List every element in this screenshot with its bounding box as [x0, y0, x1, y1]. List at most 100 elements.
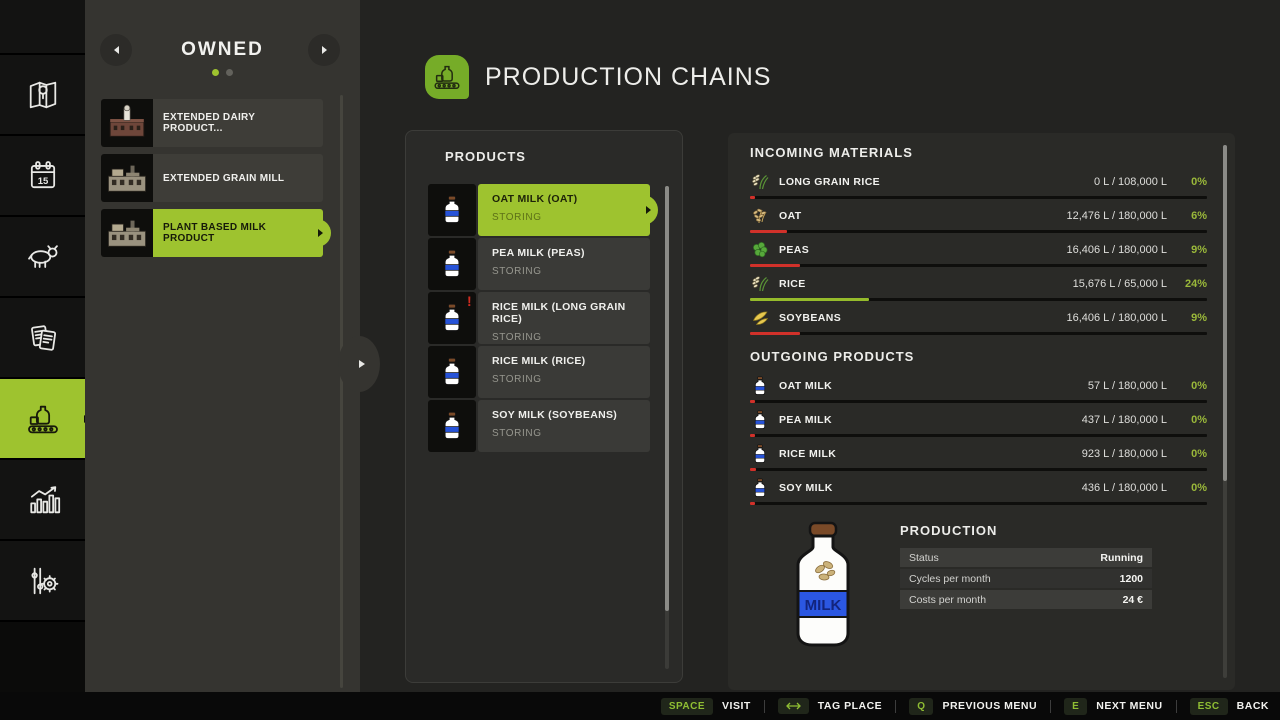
- fill-level-percent: 0%: [1191, 448, 1207, 460]
- material-name: RICE MILK: [779, 448, 837, 460]
- fill-level-percent: 9%: [1191, 244, 1207, 256]
- product-item[interactable]: ! RICE MILK (LONG GRAIN RICE) STORING: [428, 292, 650, 344]
- fill-level-bar: [750, 400, 1207, 403]
- outgoing-product-row: SOY MILK 436 L / 180,000 L 0%: [750, 478, 1207, 505]
- fill-level-value: 16,406 L / 180,000 L: [1066, 312, 1167, 324]
- key-hint-visit[interactable]: SPACE VISIT: [660, 697, 751, 715]
- sidebar-item-statistics[interactable]: [0, 460, 85, 541]
- info-label: Cycles per month: [909, 572, 991, 585]
- peas-icon: [750, 240, 770, 260]
- product-item[interactable]: RICE MILK (RICE) STORING: [428, 346, 650, 398]
- production-detail-panel: INCOMING MATERIALS LONG GRAIN RICE 0 L / …: [728, 133, 1235, 690]
- key-badge: ESC: [1189, 697, 1228, 715]
- sidebar-item-calendar[interactable]: 15: [0, 136, 85, 217]
- owned-item[interactable]: EXTENDED GRAIN MILL: [101, 154, 323, 202]
- info-value: 1200: [1119, 572, 1143, 585]
- outgoing-product-row: RICE MILK 923 L / 180,000 L 0%: [750, 444, 1207, 471]
- fill-level-percent: 0%: [1191, 414, 1207, 426]
- page-header: PRODUCTION CHAINS: [425, 55, 771, 99]
- production-chains-icon: [425, 55, 469, 99]
- key-label: Q: [917, 700, 926, 712]
- sidebar-item-contracts[interactable]: [0, 298, 85, 379]
- fill-level-value: 437 L / 180,000 L: [1081, 414, 1167, 426]
- owned-item[interactable]: EXTENDED DAIRY PRODUCT...: [101, 99, 323, 147]
- panel-expand-handle[interactable]: [338, 336, 380, 392]
- fill-level-percent: 0%: [1191, 380, 1207, 392]
- product-name: RICE MILK (RICE): [492, 355, 586, 367]
- map-icon: [29, 81, 56, 108]
- material-name: LONG GRAIN RICE: [779, 176, 881, 188]
- rice-icon: [750, 274, 770, 294]
- action-label: TAG PLACE: [817, 700, 883, 712]
- fill-level-bar: [750, 502, 1207, 505]
- products-panel: PRODUCTS OAT MILK (OAT) STORING PEA MILK (…: [405, 130, 683, 683]
- milk-icon: [750, 444, 770, 464]
- action-label: PREVIOUS MENU: [942, 700, 1038, 712]
- fill-level-bar: [750, 332, 1207, 335]
- milk-bottle-image: MILK: [790, 521, 856, 652]
- main-menu-sidebar: 15: [0, 0, 93, 692]
- owned-item[interactable]: PLANT BASED MILK PRODUCT: [101, 209, 323, 257]
- fill-level-bar: [750, 264, 1207, 267]
- key-hint-next-menu[interactable]: E NEXT MENU: [1064, 697, 1163, 715]
- info-value: 24 €: [1122, 593, 1143, 606]
- rice-icon: [750, 172, 770, 192]
- incoming-material-row: PEAS 16,406 L / 180,000 L 9%: [750, 240, 1207, 267]
- milk-bottle-thumbnail: [428, 292, 476, 344]
- building-thumbnail: [101, 209, 153, 257]
- key-hint-previous-menu[interactable]: Q PREVIOUS MENU: [909, 697, 1038, 715]
- key-label: E: [1072, 700, 1080, 712]
- selected-arrow-icon: [318, 229, 323, 237]
- owned-prev-page-button[interactable]: [100, 34, 132, 66]
- owned-page-dot-2[interactable]: [226, 69, 233, 76]
- fill-level-value: 436 L / 180,000 L: [1081, 482, 1167, 494]
- fill-level-percent: 24%: [1184, 278, 1207, 290]
- owned-panel-scrollbar[interactable]: [340, 95, 343, 688]
- owned-panel: OWNED EXTENDED DAIRY PRODUCT... EXTENDED …: [85, 0, 360, 692]
- production-title: PRODUCTION: [900, 523, 998, 538]
- key-badge: Q: [909, 697, 934, 715]
- fill-level-value: 923 L / 180,000 L: [1081, 448, 1167, 460]
- production-info-row: Status Running: [900, 548, 1152, 567]
- info-value: Running: [1100, 551, 1143, 564]
- info-label: Costs per month: [909, 593, 987, 606]
- sidebar-item-animals[interactable]: [0, 217, 85, 298]
- owned-page-dot-1[interactable]: [212, 69, 219, 76]
- production-icon: [434, 65, 460, 90]
- fill-level-percent: 0%: [1191, 482, 1207, 494]
- cow-icon: [27, 244, 58, 268]
- chevron-left-icon: [113, 46, 119, 54]
- fill-level-value: 57 L / 180,000 L: [1087, 380, 1167, 392]
- chevron-right-icon: [359, 360, 365, 368]
- owned-next-page-button[interactable]: [308, 34, 340, 66]
- material-name: SOY MILK: [779, 482, 833, 494]
- product-item[interactable]: OAT MILK (OAT) STORING: [428, 184, 651, 236]
- sidebar-item-production[interactable]: [0, 379, 93, 460]
- selected-arrow-icon: [646, 206, 651, 214]
- production-info-row: Cycles per month 1200: [900, 569, 1152, 588]
- material-name: RICE: [779, 278, 806, 290]
- milk-bottle-thumbnail: [428, 400, 476, 452]
- detail-panel-scrollbar[interactable]: [1223, 145, 1227, 678]
- outgoing-product-row: OAT MILK 57 L / 180,000 L 0%: [750, 376, 1207, 403]
- fill-level-percent: 6%: [1191, 210, 1207, 222]
- product-name: PEA MILK (PEAS): [492, 247, 585, 259]
- product-item[interactable]: SOY MILK (SOYBEANS) STORING: [428, 400, 650, 452]
- products-scrollbar[interactable]: [665, 186, 669, 669]
- incoming-material-row: OAT 12,476 L / 180,000 L 6%: [750, 206, 1207, 233]
- material-name: OAT MILK: [779, 380, 833, 392]
- fill-level-bar: [750, 468, 1207, 471]
- key-hint-back[interactable]: ESC BACK: [1189, 697, 1269, 715]
- product-status: STORING: [492, 266, 542, 277]
- info-label: Status: [909, 551, 939, 564]
- fill-level-value: 12,476 L / 180,000 L: [1066, 210, 1167, 222]
- key-hint-tag-place[interactable]: TAG PLACE: [777, 698, 883, 714]
- owned-panel-title: OWNED: [181, 39, 264, 60]
- product-item[interactable]: PEA MILK (PEAS) STORING: [428, 238, 650, 290]
- sidebar-item-settings[interactable]: [0, 541, 85, 622]
- hint-divider: [763, 699, 765, 713]
- contracts-icon: [30, 324, 56, 351]
- milk-bottle-thumbnail: [428, 238, 476, 290]
- sidebar-item-map[interactable]: [0, 55, 85, 136]
